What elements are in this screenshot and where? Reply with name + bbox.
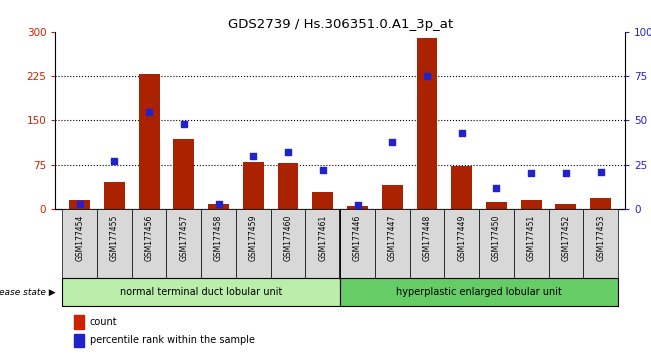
Text: GSM177453: GSM177453 bbox=[596, 215, 605, 261]
Point bbox=[248, 153, 258, 159]
Text: GSM177448: GSM177448 bbox=[422, 215, 432, 261]
Text: GSM177457: GSM177457 bbox=[179, 215, 188, 261]
Bar bbox=[451, 166, 472, 209]
Text: GSM177450: GSM177450 bbox=[492, 215, 501, 261]
Bar bbox=[305, 209, 340, 278]
Bar bbox=[69, 200, 90, 209]
Bar bbox=[271, 209, 305, 278]
Text: GSM177458: GSM177458 bbox=[214, 215, 223, 261]
Bar bbox=[312, 192, 333, 209]
Text: GSM177452: GSM177452 bbox=[561, 215, 570, 261]
Bar bbox=[62, 278, 340, 306]
Point bbox=[214, 201, 224, 206]
Point bbox=[526, 171, 536, 176]
Bar bbox=[375, 209, 409, 278]
Bar bbox=[549, 209, 583, 278]
Bar bbox=[521, 200, 542, 209]
Bar bbox=[243, 162, 264, 209]
Point bbox=[596, 169, 606, 175]
Text: GSM177455: GSM177455 bbox=[110, 215, 119, 261]
Point bbox=[561, 171, 571, 176]
Bar bbox=[74, 315, 84, 329]
Point bbox=[178, 121, 189, 127]
Bar bbox=[555, 204, 576, 209]
Bar bbox=[417, 38, 437, 209]
Point bbox=[352, 202, 363, 208]
Bar bbox=[340, 209, 375, 278]
Bar bbox=[173, 139, 194, 209]
Bar bbox=[277, 163, 298, 209]
Point bbox=[144, 109, 154, 114]
Bar bbox=[409, 209, 445, 278]
Point bbox=[74, 201, 85, 206]
Bar bbox=[104, 182, 125, 209]
Text: GSM177456: GSM177456 bbox=[145, 215, 154, 261]
Text: normal terminal duct lobular unit: normal terminal duct lobular unit bbox=[120, 287, 283, 297]
Bar bbox=[132, 209, 167, 278]
Bar bbox=[236, 209, 271, 278]
Bar bbox=[201, 209, 236, 278]
Bar bbox=[514, 209, 549, 278]
Text: GSM177446: GSM177446 bbox=[353, 215, 362, 261]
Bar bbox=[139, 74, 159, 209]
Point bbox=[492, 185, 502, 190]
Text: disease state ▶: disease state ▶ bbox=[0, 287, 55, 297]
Text: count: count bbox=[89, 317, 117, 327]
Bar bbox=[486, 202, 507, 209]
Bar bbox=[583, 209, 618, 278]
Bar bbox=[382, 185, 403, 209]
Bar bbox=[62, 209, 97, 278]
Bar bbox=[97, 209, 132, 278]
Text: GSM177461: GSM177461 bbox=[318, 215, 327, 261]
Point bbox=[456, 130, 467, 136]
Text: GSM177449: GSM177449 bbox=[457, 215, 466, 261]
Bar bbox=[167, 209, 201, 278]
Text: GSM177451: GSM177451 bbox=[527, 215, 536, 261]
Bar bbox=[479, 209, 514, 278]
Text: GSM177460: GSM177460 bbox=[284, 215, 292, 261]
Point bbox=[422, 73, 432, 79]
Point bbox=[283, 149, 293, 155]
Text: percentile rank within the sample: percentile rank within the sample bbox=[89, 335, 255, 346]
Bar bbox=[208, 204, 229, 209]
Bar bbox=[445, 209, 479, 278]
Text: GSM177447: GSM177447 bbox=[388, 215, 396, 261]
Bar bbox=[74, 334, 84, 347]
Bar bbox=[347, 206, 368, 209]
Bar bbox=[340, 278, 618, 306]
Text: GSM177459: GSM177459 bbox=[249, 215, 258, 261]
Bar bbox=[590, 198, 611, 209]
Title: GDS2739 / Hs.306351.0.A1_3p_at: GDS2739 / Hs.306351.0.A1_3p_at bbox=[228, 18, 452, 31]
Text: GSM177454: GSM177454 bbox=[75, 215, 84, 261]
Text: hyperplastic enlarged lobular unit: hyperplastic enlarged lobular unit bbox=[396, 287, 562, 297]
Point bbox=[109, 158, 120, 164]
Point bbox=[387, 139, 398, 144]
Point bbox=[318, 167, 328, 173]
